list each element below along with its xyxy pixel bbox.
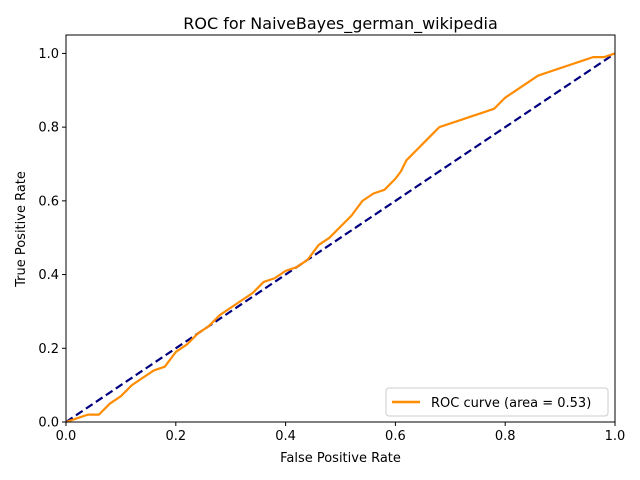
x-tick-label: 0.2 <box>165 429 186 444</box>
y-tick-label: 0.6 <box>38 194 59 209</box>
chart-title: ROC for NaiveBayes_german_wikipedia <box>183 14 498 34</box>
x-tick-label: 0.8 <box>495 429 516 444</box>
y-tick-label: 1.0 <box>38 47 59 62</box>
y-axis-label: True Positive Rate <box>14 171 29 288</box>
x-tick-label: 0.4 <box>275 429 296 444</box>
legend-label-roc: ROC curve (area = 0.53) <box>431 396 591 411</box>
x-axis: 0.0 0.2 0.4 0.6 0.8 1.0 <box>56 422 626 444</box>
diagonal-reference-line <box>65 52 616 423</box>
y-tick-label: 0.4 <box>38 268 59 283</box>
y-axis: 0.0 0.2 0.4 0.6 0.8 1.0 <box>38 47 66 431</box>
x-tick-label: 0.6 <box>385 429 406 444</box>
y-tick-label: 0.2 <box>38 342 59 357</box>
roc-curve-line <box>65 52 616 424</box>
legend: ROC curve (area = 0.53) <box>385 387 609 417</box>
legend-box <box>385 387 609 417</box>
y-tick-label: 0.0 <box>38 416 59 431</box>
axes-frame <box>65 34 616 423</box>
x-axis-label: False Positive Rate <box>280 451 401 466</box>
x-tick-label: 1.0 <box>605 429 626 444</box>
plot-area <box>65 52 616 424</box>
y-tick-label: 0.8 <box>38 121 59 136</box>
x-tick-label: 0.0 <box>56 429 77 444</box>
